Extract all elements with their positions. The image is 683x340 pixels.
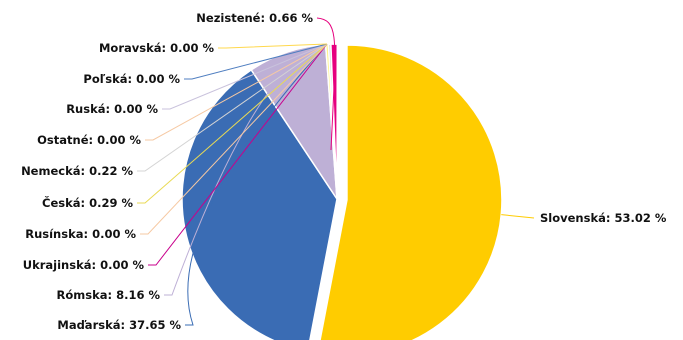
- label-ukrajinska: Ukrajinská: 0.00 %: [23, 258, 145, 272]
- data-labels: Slovenská: 53.02 % Maďarská: 37.65 % Rómsk…: [21, 11, 667, 332]
- label-polska: Poľská: 0.00 %: [83, 72, 180, 86]
- leader-madarska: [185, 43, 328, 326]
- label-ostatne: Ostatné: 0.00 %: [37, 133, 141, 147]
- leader-ostatne: [145, 43, 328, 141]
- leader-rusinska: [140, 43, 328, 235]
- label-ceska: Česká: 0.29 %: [42, 195, 133, 210]
- leader-slovenska: [501, 214, 535, 219]
- label-nemecka: Nemecká: 0.22 %: [21, 164, 133, 178]
- pie-slices: [181, 43, 503, 340]
- leader-ukrajinska: [148, 43, 328, 266]
- label-nezistene: Nezistené: 0.66 %: [196, 11, 313, 25]
- leader-nezistene: [316, 17, 336, 151]
- leader-nemecka: [137, 43, 328, 172]
- leader-lines: [137, 17, 535, 326]
- label-rusinska: Rusínska: 0.00 %: [25, 227, 136, 241]
- leader-moravska: [218, 43, 328, 49]
- leader-ceska: [137, 43, 328, 204]
- label-slovenska: Slovenská: 53.02 %: [540, 211, 667, 225]
- label-madarska: Maďarská: 37.65 %: [57, 318, 181, 332]
- leader-ruska: [162, 43, 328, 110]
- slice-slovenska: [319, 44, 503, 340]
- label-romska: Rómska: 8.16 %: [57, 288, 161, 302]
- leader-polska: [184, 43, 328, 80]
- label-moravska: Moravská: 0.00 %: [99, 41, 215, 55]
- label-ruska: Ruská: 0.00 %: [66, 102, 158, 116]
